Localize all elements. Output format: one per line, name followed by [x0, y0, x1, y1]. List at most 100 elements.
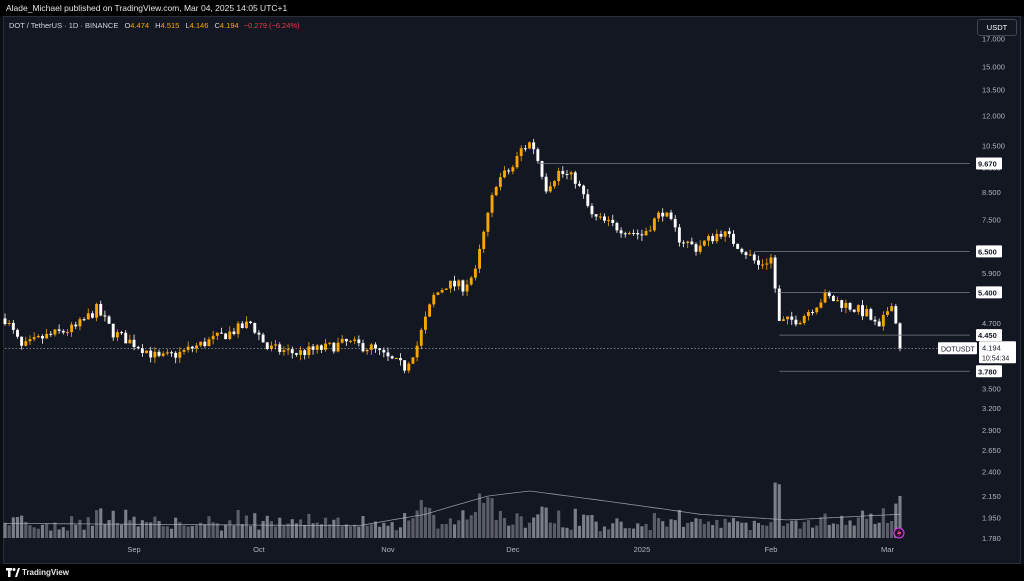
candle-body — [648, 230, 652, 232]
volume-bar — [773, 482, 777, 538]
chart-frame[interactable] — [3, 16, 1021, 564]
currency-button[interactable]: USDT — [977, 19, 1017, 36]
candle-body — [806, 312, 810, 317]
candle-body — [544, 176, 548, 192]
candle-body — [557, 170, 561, 182]
volume-bar — [432, 514, 436, 538]
volume-bar — [74, 524, 78, 538]
volume-bar — [269, 521, 273, 538]
low-label: L — [185, 21, 190, 30]
candle-body — [157, 351, 161, 356]
volume-bar — [3, 522, 7, 538]
volume-bar — [298, 519, 303, 538]
volume-bar — [577, 525, 582, 538]
volume-bar — [694, 518, 698, 538]
y-tick-label: 1.780 — [982, 534, 1001, 543]
candle-body — [507, 170, 511, 172]
candle-body — [769, 257, 773, 264]
candle-body — [794, 319, 798, 325]
volume-bar — [307, 513, 311, 538]
candle-body — [203, 341, 207, 347]
candle-body — [528, 142, 531, 149]
volume-bar — [632, 528, 636, 538]
candle-body — [357, 339, 361, 344]
candle-body — [407, 363, 411, 371]
volume-bar — [365, 525, 369, 538]
volume-bar — [369, 524, 373, 538]
volume-bar — [823, 513, 827, 538]
volume-bar — [440, 524, 444, 538]
volume-ma-line — [5, 490, 901, 527]
volume-bar — [144, 522, 149, 538]
volume-bar — [681, 526, 686, 538]
volume-bar — [65, 530, 70, 538]
candle-body — [586, 194, 590, 206]
price-level-tag — [976, 245, 1002, 258]
volume-bar — [856, 517, 860, 538]
candle-body — [465, 284, 469, 292]
candle-body — [349, 340, 352, 342]
candle-body — [602, 216, 606, 221]
candle-body — [831, 295, 835, 302]
candle-body — [220, 332, 223, 334]
volume-bar — [656, 518, 661, 538]
candle-body — [165, 352, 169, 354]
volume-bar — [848, 520, 852, 538]
volume-bar — [494, 519, 498, 538]
candle-body — [723, 231, 727, 237]
y-tick-label: 7.500 — [982, 216, 1001, 225]
candle-body — [473, 268, 477, 278]
volume-bar — [132, 516, 136, 538]
volume-bar — [786, 523, 790, 538]
candle-body — [90, 313, 94, 318]
candle-body — [719, 233, 723, 237]
candle-body — [99, 303, 103, 316]
volume-bar — [561, 527, 565, 538]
volume-bar — [860, 510, 865, 538]
price-level-tag — [976, 157, 1002, 170]
volume-bar — [386, 525, 390, 538]
y-tick-label: 2.650 — [982, 446, 1001, 455]
candle-body — [869, 309, 873, 320]
candle-body — [274, 344, 278, 346]
volume-bar — [615, 518, 619, 538]
volume-bar — [482, 502, 486, 538]
candle-body — [128, 339, 132, 344]
price-level-tag — [976, 365, 1002, 378]
candle-body — [45, 333, 49, 339]
volume-bar — [523, 527, 527, 538]
volume-bar — [336, 517, 340, 538]
candle-body — [615, 222, 619, 231]
candle-body — [848, 303, 852, 310]
volume-bar — [128, 520, 132, 538]
candle-body — [623, 233, 627, 235]
candle-body — [777, 288, 781, 321]
candle-body — [290, 349, 294, 354]
candle-body — [881, 314, 885, 327]
candle-body — [802, 316, 806, 324]
volume-bar — [532, 517, 536, 538]
symbol-tag-label: DOTUSDT — [941, 346, 976, 353]
volume-bar — [294, 523, 298, 538]
candle-body — [877, 321, 881, 327]
volume-bar — [436, 528, 440, 538]
candle-body — [744, 252, 748, 256]
candle-body — [107, 316, 111, 324]
volume-bar — [777, 484, 781, 538]
candle-body — [257, 332, 261, 335]
volume-bar — [636, 523, 640, 538]
y-tick-label: 3.500 — [982, 384, 1001, 393]
candle-body — [578, 183, 581, 186]
candle-body — [374, 344, 377, 349]
volume-bar — [844, 524, 848, 538]
candle-body — [423, 316, 427, 330]
candle-body — [727, 231, 731, 234]
candle-body — [307, 346, 311, 356]
publisher-bar: Alade_Michael published on TradingView.c… — [0, 0, 1024, 16]
candle-body — [757, 260, 760, 265]
volume-bar — [24, 521, 28, 538]
candle-body — [207, 339, 211, 347]
volume-bar — [228, 520, 232, 538]
volume-bar — [86, 517, 90, 538]
